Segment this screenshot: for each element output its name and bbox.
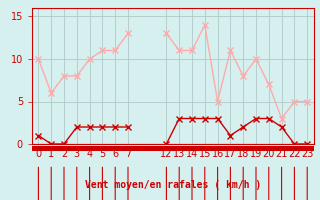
Text: Vent moyen/en rafales ( km/h ): Vent moyen/en rafales ( km/h ) [85, 180, 261, 190]
